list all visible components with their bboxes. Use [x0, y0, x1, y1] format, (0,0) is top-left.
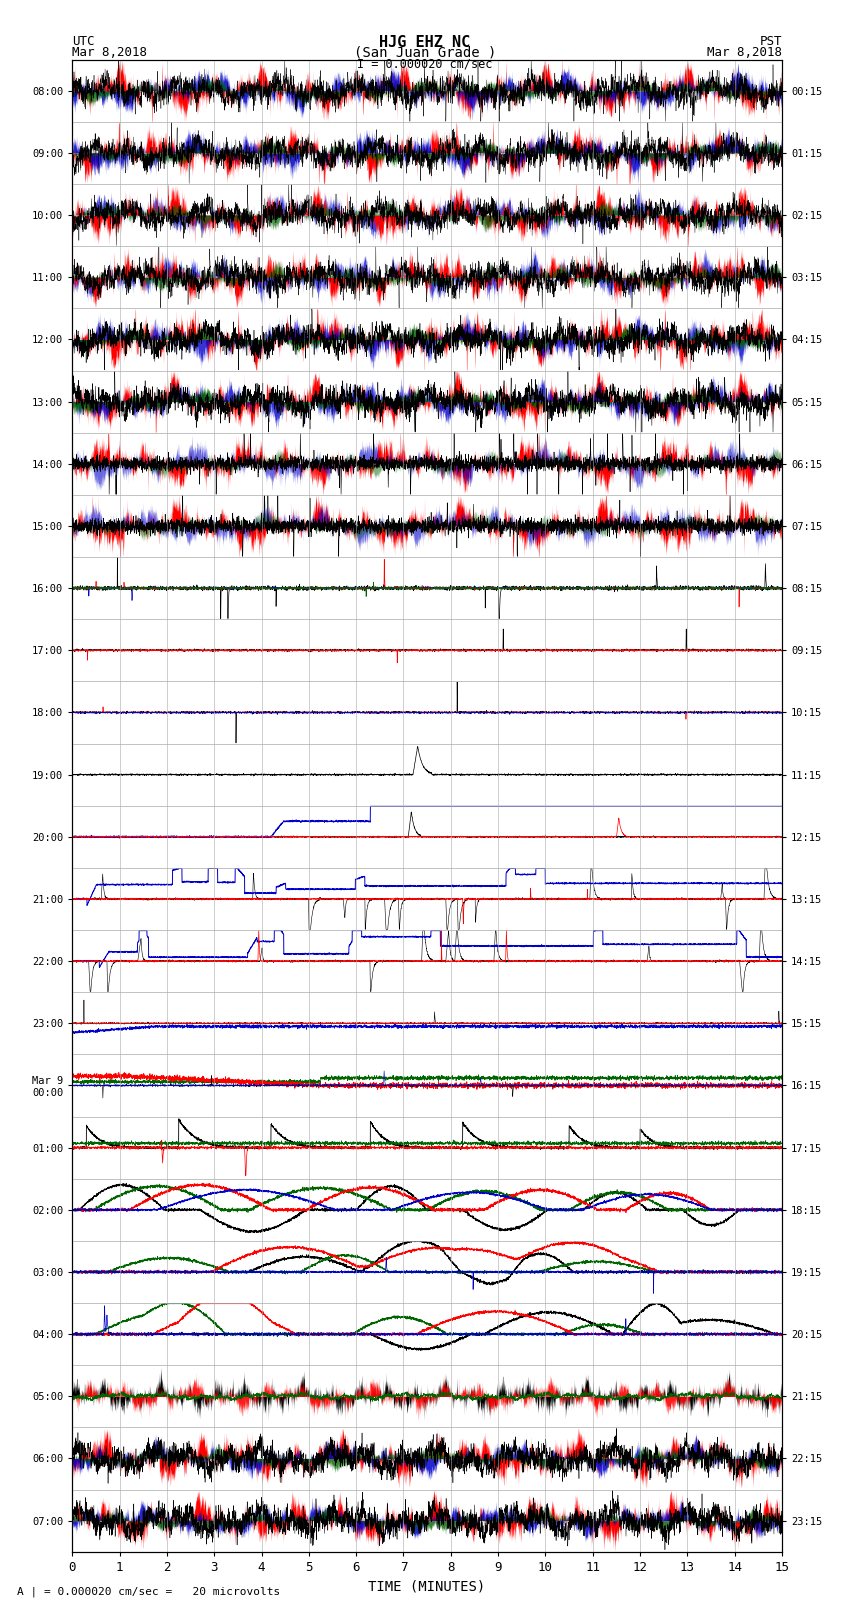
- X-axis label: TIME (MINUTES): TIME (MINUTES): [369, 1579, 485, 1594]
- Text: HJG EHZ NC: HJG EHZ NC: [379, 35, 471, 50]
- Text: I = 0.000020 cm/sec: I = 0.000020 cm/sec: [357, 58, 493, 71]
- Text: A | = 0.000020 cm/sec =   20 microvolts: A | = 0.000020 cm/sec = 20 microvolts: [17, 1586, 280, 1597]
- Text: (San Juan Grade ): (San Juan Grade ): [354, 45, 496, 60]
- Text: UTC: UTC: [72, 35, 94, 48]
- Text: PST: PST: [760, 35, 782, 48]
- Text: Mar 8,2018: Mar 8,2018: [707, 45, 782, 60]
- Text: Mar 8,2018: Mar 8,2018: [72, 45, 147, 60]
